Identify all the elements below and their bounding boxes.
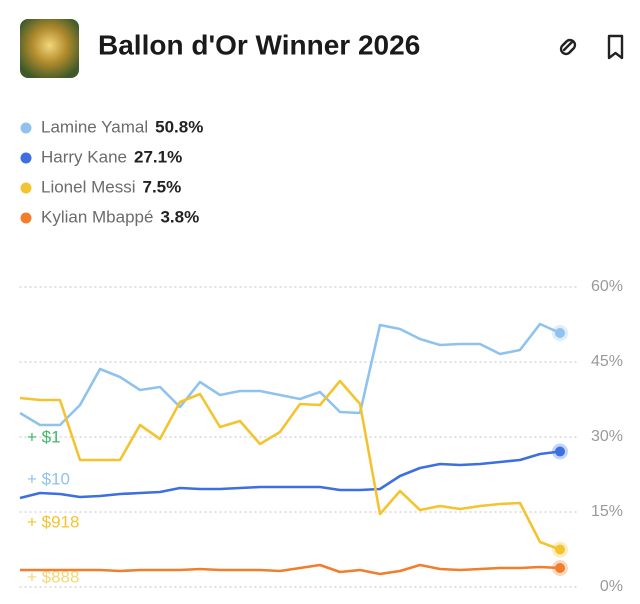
legend-name: Kylian Mbappé: [41, 207, 153, 226]
legend-dot: [20, 152, 32, 164]
legend-dot: [20, 182, 32, 194]
series-line: [19, 379, 561, 551]
buy-label: + $10: [27, 469, 70, 488]
legend-dot: [20, 122, 32, 134]
y-tick-label: 15%: [591, 503, 623, 520]
legend-value: 27.1%: [134, 147, 182, 166]
market-icon: [20, 19, 79, 78]
end-dot: [555, 328, 565, 338]
legend: Lamine Yamal 50.8% Harry Kane 27.1% Lionel M…: [20, 117, 203, 226]
y-tick-label: 0%: [600, 578, 623, 595]
end-dot: [555, 563, 565, 573]
legend-name: Lamine Yamal: [41, 117, 148, 136]
title: Ballon d'Or Winner 2026: [98, 29, 420, 60]
legend-value: 50.8%: [155, 117, 203, 136]
bookmark-button[interactable]: [607, 34, 624, 60]
end-dot: [555, 544, 565, 555]
buy-label: + $1: [27, 427, 61, 446]
end-dot: [555, 446, 565, 457]
legend-value: 7.5%: [143, 177, 182, 196]
legend-dot: [20, 212, 32, 224]
y-tick-label: 30%: [591, 428, 623, 445]
legend-name: Harry Kane: [41, 147, 127, 166]
series-line: [19, 450, 561, 500]
series-line: [19, 322, 561, 427]
buy-label: + $918: [27, 512, 79, 531]
plot: 0% 15% 30% 45% 60% + $1 + $10 + $918 + $888: [19, 278, 623, 595]
buy-label: + $888: [27, 567, 79, 586]
legend-value: 3.8%: [160, 207, 199, 226]
y-tick-label: 60%: [591, 278, 623, 295]
link-button[interactable]: [559, 38, 577, 56]
series-line: [20, 563, 561, 576]
legend-name: Lionel Messi: [41, 177, 136, 196]
y-tick-label: 45%: [591, 353, 623, 370]
